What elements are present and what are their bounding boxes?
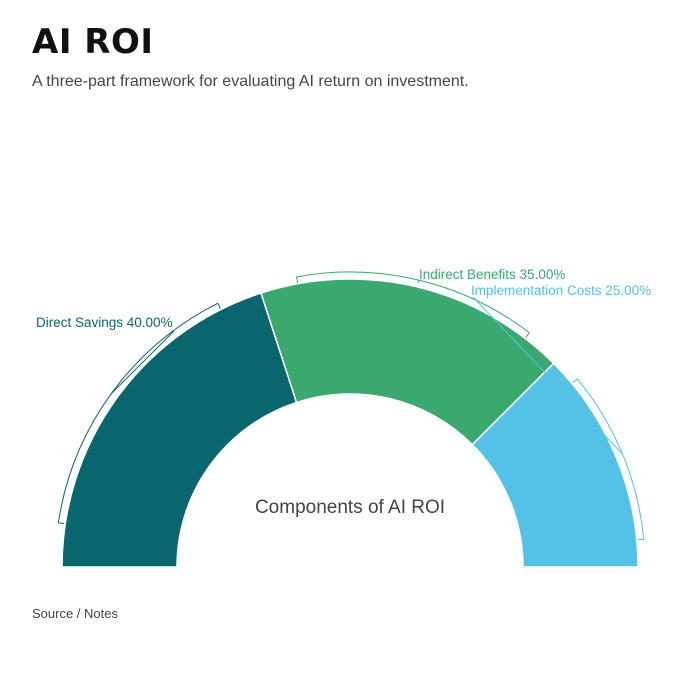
callout-leader-indirect-benefits <box>417 280 420 284</box>
slice-label-direct-savings: Direct Savings 40.00% <box>36 315 173 330</box>
center-label: Components of AI ROI <box>255 497 445 518</box>
slice-label-implementation-costs: Implementation Costs 25.00% <box>471 283 651 298</box>
callout-leader-direct-savings <box>110 330 175 394</box>
chart-labels: Direct Savings 40.00% Indirect Benefits 3… <box>36 267 651 330</box>
slice-implementation-costs[interactable] <box>471 362 639 568</box>
chart-slices <box>61 278 639 568</box>
chart-callouts <box>57 271 645 541</box>
slice-label-indirect-benefits: Indirect Benefits 35.00% <box>419 267 565 282</box>
page-subtitle: A three-part framework for evaluating AI… <box>32 73 469 90</box>
callout-leader-implementation-costs <box>472 296 623 455</box>
slice-indirect-benefits[interactable] <box>260 278 555 446</box>
source-notes: Source / Notes <box>32 606 118 621</box>
slice-direct-savings[interactable] <box>61 292 298 568</box>
page-title: AI ROI <box>32 22 154 62</box>
